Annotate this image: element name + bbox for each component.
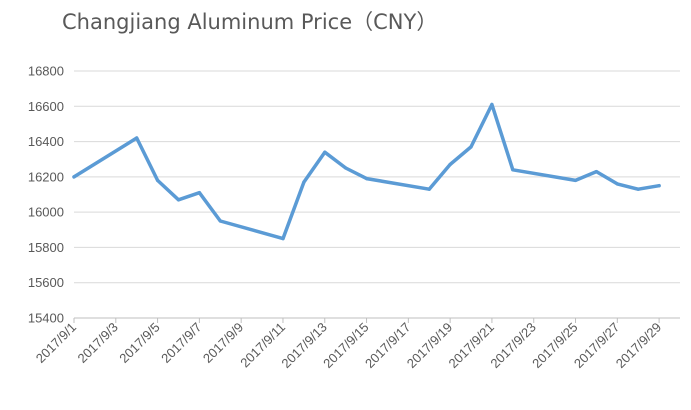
- data-point: [469, 145, 473, 149]
- x-tick-label: 2017/9/7: [158, 320, 204, 366]
- data-point: [218, 219, 222, 223]
- y-tick-label: 16000: [28, 205, 64, 220]
- x-axis: 2017/9/12017/9/32017/9/52017/9/72017/9/9…: [33, 318, 664, 371]
- data-point: [176, 198, 181, 202]
- x-tick-label: 2017/9/29: [613, 320, 665, 372]
- data-point: [323, 150, 327, 154]
- data-point: [365, 177, 369, 181]
- data-point: [657, 184, 661, 188]
- series-layer: [72, 102, 661, 241]
- data-point: [135, 136, 139, 140]
- y-axis: 15400 15600 15800 16000 16200 16400 16600 16800: [28, 64, 64, 326]
- data-point: [573, 178, 578, 182]
- y-tick-label: 16200: [28, 169, 64, 184]
- data-point: [615, 182, 619, 186]
- x-tick-label: 2017/9/1: [33, 320, 79, 366]
- series-line: [72, 102, 661, 241]
- y-tick-label: 15400: [28, 311, 64, 326]
- y-tick-label: 16800: [28, 64, 64, 79]
- data-point: [197, 191, 201, 195]
- grid-layer: [74, 70, 680, 319]
- data-point: [511, 168, 515, 172]
- x-tick-label: 2017/9/5: [116, 320, 162, 366]
- data-point: [281, 237, 285, 241]
- data-point: [448, 162, 452, 167]
- data-point: [156, 178, 160, 182]
- data-point: [490, 102, 494, 107]
- data-point: [344, 166, 348, 170]
- data-point: [302, 180, 306, 184]
- y-tick-label: 16400: [28, 134, 64, 149]
- data-point: [636, 187, 640, 191]
- y-tick-label: 16600: [28, 99, 64, 114]
- data-point: [72, 175, 76, 179]
- y-tick-label: 15600: [28, 275, 64, 290]
- x-tick-label: 2017/9/3: [75, 320, 121, 366]
- chart-title: Changjiang Aluminum Price（CNY）: [62, 10, 438, 34]
- data-point: [427, 187, 431, 191]
- data-point: [594, 170, 599, 174]
- y-tick-label: 15800: [28, 240, 64, 255]
